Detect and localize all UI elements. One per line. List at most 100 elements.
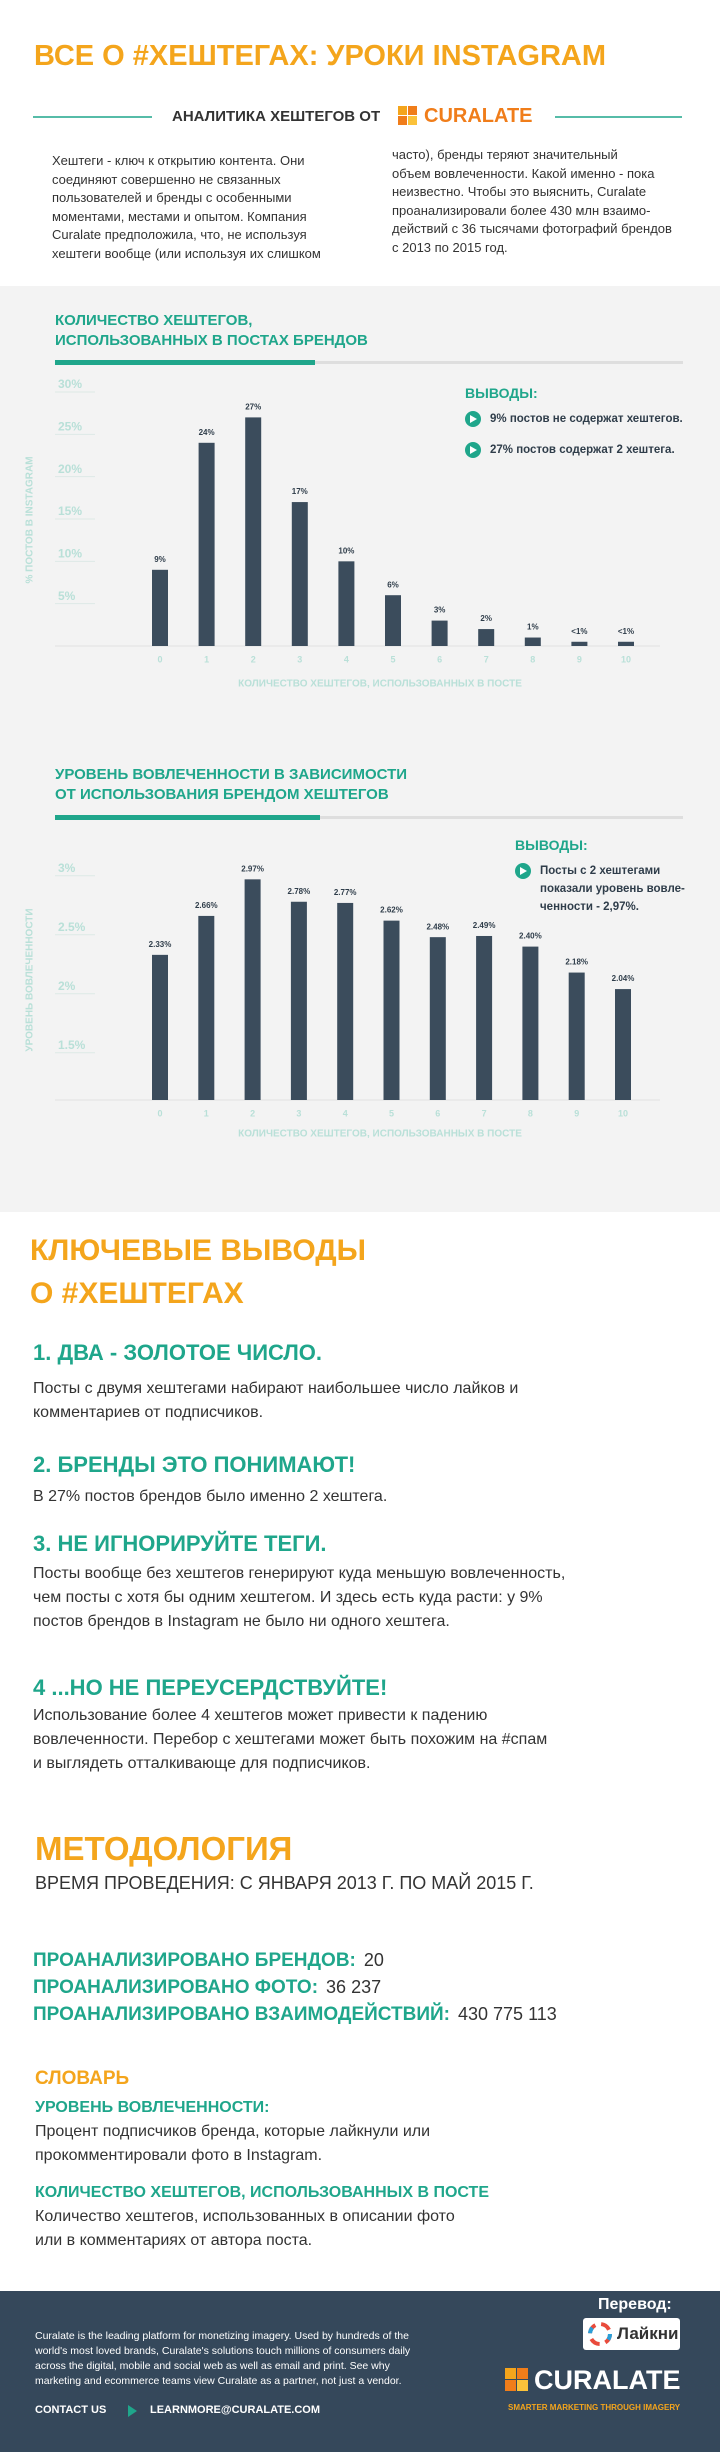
bar <box>244 879 261 1100</box>
value-label: 2.48% <box>426 922 449 931</box>
section-title: МЕТОДОЛОГИЯ <box>35 1830 293 1867</box>
x-tick-label: 5 <box>390 654 395 664</box>
stat-label: ПРОАНАЛИЗИРОВАНО ФОТО: 36 237 <box>33 1977 381 1999</box>
y-tick-label: 1.5% <box>58 1038 86 1052</box>
chart-title: УРОВЕНЬ ВОВЛЕЧЕННОСТИ В ЗАВИСИМОСТИ <box>55 766 408 783</box>
bar <box>152 954 168 1100</box>
x-tick-label: 3 <box>296 1108 301 1118</box>
stat-value: 20 <box>363 1950 384 1970</box>
conclusion-text: 27% постов содержат 2 хештега. <box>490 444 675 456</box>
footer-tagline: SMARTER MARKETING THROUGH IMAGERY <box>508 2403 681 2412</box>
x-tick-label: 0 <box>157 1108 162 1118</box>
intro-text: часто), бренды теряют значительный <box>392 147 618 162</box>
conclusion-text: 9% постов не содержат хештегов. <box>490 413 683 425</box>
bar <box>198 915 215 1100</box>
chart-title: КОЛИЧЕСТВО ХЕШТЕГОВ, <box>55 312 253 329</box>
x-tick-label: 3 <box>297 654 302 664</box>
bar <box>429 937 446 1100</box>
intro-text: пользователей и бренды с особенными <box>52 190 292 205</box>
y-tick-label: 5% <box>58 589 76 603</box>
x-tick-label: 4 <box>344 654 349 664</box>
finding-heading: 1. ДВА - ЗОЛОТОЕ ЧИСЛО. <box>33 1340 323 1365</box>
bar <box>476 935 493 1100</box>
finding-text: чем посты с хотя бы одним хештегом. И зд… <box>33 1589 543 1606</box>
intro-text: неизвестно. Чтобы это выяснить, Curalate <box>392 184 647 199</box>
glossary-term: КОЛИЧЕСТВО ХЕШТЕГОВ, ИСПОЛЬЗОВАННЫХ В ПО… <box>35 2184 489 2201</box>
x-tick-label: 5 <box>389 1108 394 1118</box>
value-label: <1% <box>571 627 587 636</box>
value-label: 2% <box>480 614 492 623</box>
intro-text: проанализировали более 430 млн взаимо- <box>392 202 651 218</box>
x-tick-label: 10 <box>618 1108 628 1118</box>
section-title: О #ХЕШТЕГАХ <box>30 1277 244 1310</box>
bullet-icon <box>470 415 477 423</box>
y-tick-label: 25% <box>58 420 82 434</box>
x-tick-label: 9 <box>577 654 582 664</box>
finding-text: Использование более 4 хештегов может при… <box>33 1707 488 1724</box>
stat-value: 36 237 <box>326 1977 382 1997</box>
period: ВРЕМЯ ПРОВЕДЕНИЯ: С ЯНВАРЯ 2013 Г. ПО МА… <box>35 1873 534 1893</box>
footer-text: world's most loved brands, Curalate's so… <box>35 2345 411 2357</box>
intro-text: действий с 36 тысячами фотографий брендо… <box>392 221 672 236</box>
y-tick-label: 2% <box>58 979 76 993</box>
bar <box>568 972 585 1100</box>
translator-icon <box>588 2322 612 2346</box>
value-label: 2.62% <box>380 906 403 915</box>
bullet-icon <box>470 446 477 454</box>
stat-label: ПРОАНАЛИЗИРОВАНО ФОТО: <box>33 1977 319 1998</box>
translation-label: Перевод: <box>598 2296 672 2313</box>
conclusion-text: ченности - 2,97%. <box>540 901 639 913</box>
bar <box>571 641 588 646</box>
intro-text: Curalate предположила, что, не используя <box>52 227 307 242</box>
glossary-term: УРОВЕНЬ ВОВЛЕЧЕННОСТИ: <box>35 2099 270 2116</box>
section-title: КЛЮЧЕВЫЕ ВЫВОДЫ <box>30 1234 367 1267</box>
value-label: 1% <box>527 623 539 632</box>
y-tick-label: 30% <box>58 377 82 391</box>
bar <box>522 946 539 1100</box>
y-tick-label: 2.5% <box>58 920 86 934</box>
footer-brand: CURALATE <box>534 2365 681 2395</box>
value-label: 6% <box>387 580 399 589</box>
y-tick-label: 3% <box>58 861 76 875</box>
chart-title: ОТ ИСПОЛЬЗОВАНИЯ БРЕНДОМ ХЕШТЕГОВ <box>55 786 389 803</box>
chart-section-bg <box>0 286 720 1212</box>
title-underline <box>55 360 315 365</box>
title-underline <box>315 361 683 364</box>
y-axis-label: УРОВЕНЬ ВОВЛЕЧЕННОСТИ <box>25 908 36 1051</box>
stat-label: ПРОАНАЛИЗИРОВАНО ВЗАИМОДЕЙСТВИЙ: 430 775 … <box>33 2004 557 2026</box>
translator-name: Лайкни <box>617 2324 679 2343</box>
glossary-text: Процент подписчиков бренда, которые лайк… <box>35 2123 431 2140</box>
contact-email[interactable]: LEARNMORE@CURALATE.COM <box>150 2404 321 2416</box>
stat-label: ПРОАНАЛИЗИРОВАНО БРЕНДОВ: <box>33 1950 356 1971</box>
footer-bg <box>0 2291 720 2452</box>
brand-logo: CURALATE <box>424 105 533 127</box>
glossary-text: Количество хештегов, использованных в оп… <box>35 2208 455 2225</box>
x-tick-label: 6 <box>437 654 442 664</box>
bar <box>478 629 495 646</box>
value-label: 2.33% <box>149 940 172 949</box>
intro-text: моментами, местами и опытом. Компания <box>52 208 307 224</box>
bar <box>524 637 541 646</box>
bar <box>383 920 400 1100</box>
y-axis-label: % ПОСТОВ В INSTAGRAM <box>25 456 36 583</box>
glossary-title: СЛОВАРЬ <box>35 2068 130 2089</box>
bar <box>338 561 355 646</box>
bar <box>291 502 308 646</box>
bar <box>618 641 634 646</box>
finding-heading: 4 ...НО НЕ ПЕРЕУСЕРДСТВУЙТЕ! <box>33 1675 388 1700</box>
value-label: 24% <box>199 428 215 437</box>
bar <box>337 902 354 1100</box>
value-label: 2.49% <box>473 921 496 930</box>
finding-text: Посты с двумя хештегами набирают наиболь… <box>33 1380 519 1397</box>
value-label: 2.18% <box>565 958 588 967</box>
x-axis-label: КОЛИЧЕСТВО ХЕШТЕГОВ, ИСПОЛЬЗОВАННЫХ В ПО… <box>238 679 522 690</box>
bar <box>245 417 262 646</box>
intro-text: с 2013 по 2015 год. <box>392 239 508 255</box>
finding-text: вовлеченности. Перебор с хештегами может… <box>33 1731 548 1748</box>
x-tick-label: 1 <box>204 1108 209 1118</box>
conclusion-text: Посты с 2 хештегами <box>540 865 661 877</box>
conclusions-heading: ВЫВОДЫ: <box>515 837 588 853</box>
bullet-icon <box>520 867 527 875</box>
x-tick-label: 2 <box>251 654 256 664</box>
